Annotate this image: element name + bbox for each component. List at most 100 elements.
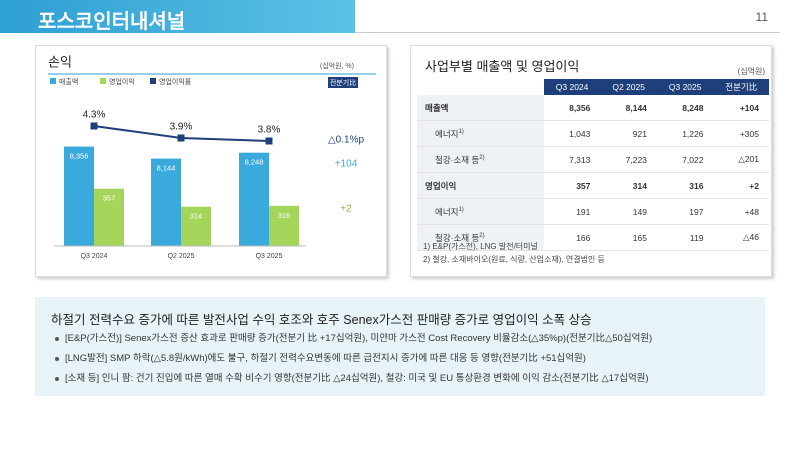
table-cell: 165 bbox=[600, 224, 657, 251]
column-header: 전분기比 bbox=[713, 79, 769, 95]
column-header: Q3 2025 bbox=[656, 79, 714, 95]
legend-label: 영업이익 bbox=[109, 77, 135, 86]
legend-swatch bbox=[100, 78, 106, 84]
table-cell: 191 bbox=[543, 198, 601, 225]
legend-label: 매출액 bbox=[59, 77, 78, 86]
bar bbox=[269, 205, 299, 246]
bullet-text: [소재 등] 인니 팜: 건기 진입에 따른 열매 수확 비수기 영향(전분기比… bbox=[65, 373, 649, 384]
slide-title: 포스코인터내셔널 bbox=[38, 11, 186, 33]
table-cell: 7,223 bbox=[600, 146, 657, 173]
table: Q3 2024 Q2 2025 Q3 2025 전분기比 매출액 8,356 8,144 8,… bbox=[417, 79, 769, 251]
bar-label: 8,144 bbox=[157, 164, 176, 173]
bar bbox=[64, 146, 94, 246]
table-cell: 8,248 bbox=[656, 95, 714, 121]
bar bbox=[94, 188, 124, 246]
row-label-text: 에너지 bbox=[435, 206, 459, 217]
row-label: 영업이익 bbox=[417, 172, 544, 199]
chart-title: 손익 bbox=[48, 54, 72, 69]
page-number: 11 bbox=[755, 10, 768, 24]
bullet: [LNG발전] SMP 하락(△5.8원/kWh)에도 불구, 하절기 전력수요… bbox=[53, 351, 652, 371]
bullet-list: [E&P(가스전)] Senex가스전 증산 효과로 판매량 증가(전분기 比 … bbox=[53, 331, 652, 391]
footnote: 1) E&P(가스전), LNG 발전/터미널 bbox=[423, 242, 538, 251]
table-cell: 357 bbox=[543, 172, 601, 199]
table-cell: 921 bbox=[600, 120, 657, 147]
footnote-ref: 2) bbox=[479, 154, 485, 161]
line-label: 4.3% bbox=[83, 110, 106, 121]
bar-label: 314 bbox=[190, 212, 203, 221]
bullet: [E&P(가스전)] Senex가스전 증산 효과로 판매량 증가(전분기 比 … bbox=[53, 331, 652, 351]
row-label-text: 에너지 bbox=[435, 128, 459, 139]
bullet-text: [LNG발전] SMP 하락(△5.8원/kWh)에도 불구, 하절기 전력수요… bbox=[65, 353, 586, 364]
footnotes: 1) E&P(가스전), LNG 발전/터미널 2) 철강, 소재바이오(원료, … bbox=[423, 240, 605, 266]
bullet-dot bbox=[55, 337, 59, 341]
line-label: 3.8% bbox=[258, 125, 281, 136]
bar-label: 8,356 bbox=[70, 152, 89, 161]
row-label-text: 영업이익 bbox=[425, 180, 457, 191]
table-cell: △46 bbox=[713, 224, 769, 251]
legend-label: 영업이익률 bbox=[159, 77, 192, 86]
row-label-text: 매출액 bbox=[425, 102, 449, 113]
chart-panel: 손익 (십억원, %) 전분기比 매출액 영업이익 영업이익률 8,356 8,144 8… bbox=[35, 45, 387, 277]
table-cell: 316 bbox=[656, 172, 714, 199]
line-marker bbox=[177, 134, 185, 142]
table-cell: 7,313 bbox=[543, 146, 601, 173]
footnote: 2) 철강, 소재바이오(원료, 식량, 산업소재), 연결법인 등 bbox=[423, 255, 605, 264]
x-tick-label: Q3 2025 bbox=[256, 253, 283, 260]
badge: 전분기比 bbox=[330, 78, 356, 87]
bullet-text: [E&P(가스전)] Senex가스전 증산 효과로 판매량 증가(전분기 比 … bbox=[65, 333, 653, 344]
bar bbox=[239, 152, 269, 246]
table-cell: 149 bbox=[600, 198, 657, 225]
x-tick-label: Q2 2025 bbox=[168, 253, 195, 260]
bullet-dot bbox=[55, 377, 59, 381]
footnote-ref: 1) bbox=[458, 206, 464, 213]
row-label-text: 철강·소재 등 bbox=[435, 154, 480, 165]
table-cell: 314 bbox=[600, 172, 657, 199]
bar-label: 8,248 bbox=[245, 158, 264, 167]
column-header: Q3 2024 bbox=[543, 79, 601, 95]
bar-label: 316 bbox=[278, 211, 291, 220]
row-label: 매출액 bbox=[417, 95, 544, 121]
table-cell: 1,226 bbox=[656, 120, 714, 147]
table-cell: 8,356 bbox=[543, 95, 601, 121]
unit: (십억원, %) bbox=[320, 61, 354, 70]
table-cell: +48 bbox=[713, 198, 769, 225]
legend-swatch bbox=[50, 78, 56, 84]
table-cell: +2 bbox=[713, 172, 769, 199]
line-marker bbox=[90, 122, 98, 130]
table-cell: 1,043 bbox=[543, 120, 601, 147]
annotation: △0.1%p bbox=[328, 135, 364, 146]
footnote-ref: 1) bbox=[458, 128, 464, 135]
table-row: 에너지1) 1,043 921 1,226 +305 bbox=[417, 120, 769, 147]
line-marker bbox=[265, 137, 273, 145]
annotation: +104 bbox=[335, 159, 358, 170]
footnote-ref: 2) bbox=[479, 232, 485, 239]
table-cell: 197 bbox=[656, 198, 714, 225]
table-cell: 166 bbox=[543, 224, 601, 251]
table-row: 철강·소재 등2) 7,313 7,223 7,022 △201 bbox=[417, 146, 769, 173]
table-cell: 7,022 bbox=[656, 146, 714, 173]
table-cell: △201 bbox=[713, 146, 769, 173]
table-unit: (십억원) bbox=[737, 67, 765, 76]
table-row: 철강·소재 등2) 166 165 119 △46 bbox=[417, 224, 769, 251]
table-cell: +104 bbox=[713, 95, 769, 121]
table-cell: 8,144 bbox=[600, 95, 657, 121]
column-header: Q2 2025 bbox=[600, 79, 657, 95]
bullet: [소재 등] 인니 팜: 건기 진입에 따른 열매 수확 비수기 영향(전분기比… bbox=[53, 371, 652, 391]
table-row: 매출액 8,356 8,144 8,248 +104 bbox=[417, 95, 769, 121]
bar-label: 357 bbox=[103, 194, 116, 203]
table-cell: +305 bbox=[713, 120, 769, 147]
legend-swatch bbox=[150, 78, 156, 84]
table-row: 에너지1) 191 149 197 +48 bbox=[417, 198, 769, 225]
header-blank bbox=[417, 79, 544, 95]
table-row: 영업이익 357 314 316 +2 bbox=[417, 172, 769, 199]
chart: 손익 (십억원, %) 전분기比 매출액 영업이익 영업이익률 8,356 8,144 8… bbox=[48, 54, 376, 260]
bullet-dot bbox=[55, 357, 59, 361]
headline: 하절기 전력수요 증가에 따른 발전사업 수익 호조와 호주 Senex가스전 … bbox=[51, 313, 592, 327]
x-tick-label: Q3 2024 bbox=[81, 253, 108, 260]
summary-box: 하절기 전력수요 증가에 따른 발전사업 수익 호조와 호주 Senex가스전 … bbox=[35, 297, 765, 396]
row-label: 철강·소재 등2) bbox=[417, 146, 544, 173]
table-cell: 119 bbox=[656, 224, 714, 251]
bar bbox=[151, 158, 181, 246]
title-bar: 포스코인터내셔널 bbox=[0, 0, 355, 33]
